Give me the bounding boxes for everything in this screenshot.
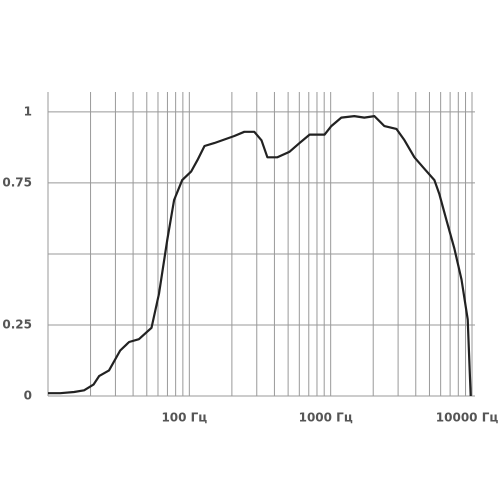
x-tick-label: 10000 Гц xyxy=(436,411,499,425)
y-tick-label: 0 xyxy=(24,389,32,403)
x-tick-label: 100 Гц xyxy=(161,411,207,425)
y-tick-label: 1 xyxy=(24,104,32,118)
y-tick-label: 0.75 xyxy=(2,175,32,189)
x-tick-label: 1000 Гц xyxy=(299,411,353,425)
response-curve xyxy=(48,115,472,397)
y-tick-label: 0.25 xyxy=(2,317,32,331)
